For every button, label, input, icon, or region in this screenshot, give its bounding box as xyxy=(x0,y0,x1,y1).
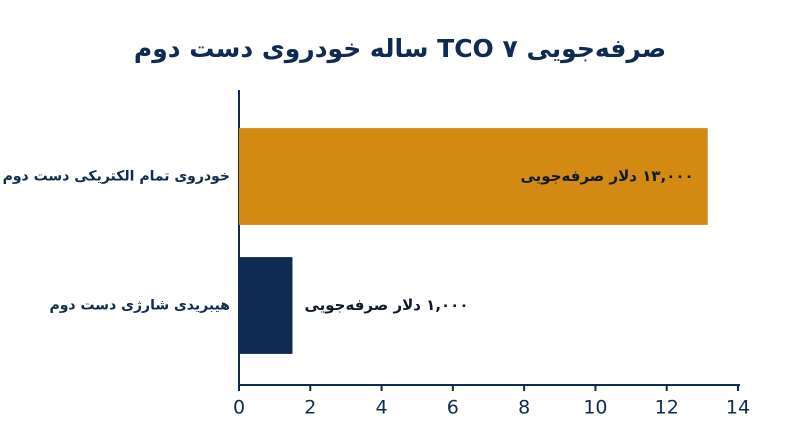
chart-title: صرفه‌جویی TCO ۷ ساله خودروی دست دوم xyxy=(134,34,666,64)
x-tick-label: 6 xyxy=(447,397,459,419)
x-tick-label: 10 xyxy=(583,397,607,419)
x-tick-label: 12 xyxy=(655,397,679,419)
bar-annotation: ۱۳,۰۰۰ دلار صرفه‌جویی xyxy=(521,167,694,185)
x-tick-label: 14 xyxy=(726,397,750,419)
x-tick-label: 2 xyxy=(304,397,316,419)
x-tick-label: 0 xyxy=(233,397,245,419)
bar-annotation: ۱,۰۰۰ دلار صرفه‌جویی xyxy=(304,296,468,314)
x-tick-label: 8 xyxy=(518,397,530,419)
x-tick-label: 4 xyxy=(376,397,388,419)
y-tick-label: هیبریدی شارژی دست دوم xyxy=(49,298,230,314)
y-tick-label: خودروی تمام الکتریکی دست دوم xyxy=(3,169,230,185)
bar xyxy=(239,257,293,354)
bar xyxy=(239,128,708,225)
